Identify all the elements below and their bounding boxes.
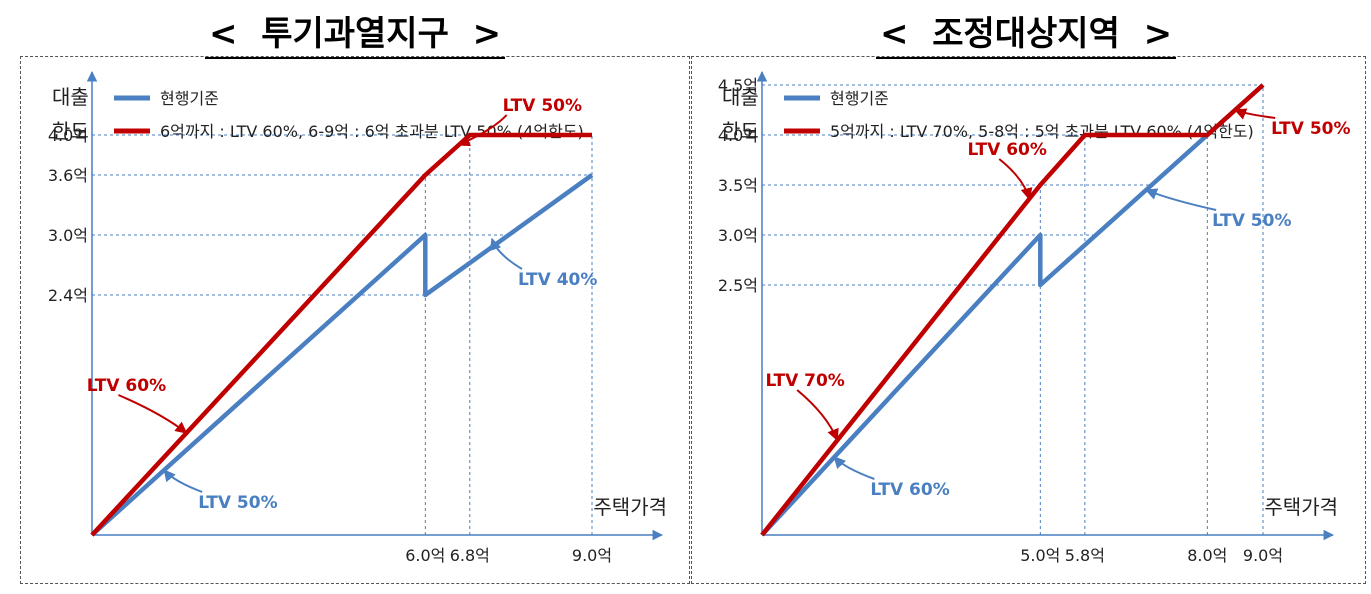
series-line-current [90, 173, 594, 537]
y-tick-label: 3.5억 [718, 176, 758, 195]
y-axis-label-line2: 한도 [52, 119, 89, 143]
annotation-arrow [833, 456, 875, 480]
chart-panel-speculation-zone [20, 56, 690, 584]
annotation-label: LTV 50% [1212, 211, 1291, 231]
annotation-arrow [118, 394, 188, 434]
y-tick-label: 3.0억 [718, 226, 758, 245]
x-tick-label: 9.0억 [1243, 546, 1283, 565]
annotation-label: LTV 50% [1271, 119, 1350, 139]
legend-label: 6억까지 : LTV 60%, 6-9억 : 6억 초과분 LTV 50% (4… [160, 122, 584, 141]
annotation-arrow [1234, 108, 1276, 120]
legend-label: 현행기준 [160, 89, 219, 108]
annotation-arrow [457, 114, 508, 147]
y-tick-label: 4.0억 [718, 126, 758, 145]
y-tick-label: 3.0억 [48, 226, 88, 245]
annotation-arrow [998, 158, 1033, 201]
annotation-label: LTV 60% [87, 376, 166, 396]
x-tick-label: 8.0억 [1187, 546, 1227, 565]
y-tick-label: 2.5억 [718, 276, 758, 295]
annotation-arrow [163, 469, 203, 493]
annotation-label: LTV 50% [503, 96, 582, 116]
annotation-label: LTV 60% [968, 140, 1047, 160]
x-tick-label: 9.0억 [572, 546, 612, 565]
series-line-current [760, 83, 1265, 537]
y-tick-label: 3.6억 [48, 166, 88, 185]
annotation-label: LTV 40% [518, 270, 597, 290]
legend-label: 5억까지 : LTV 70%, 5-8억 : 5억 초과분 LTV 60% (4… [830, 122, 1254, 141]
legend-label: 현행기준 [830, 89, 889, 108]
y-axis-label-line2: 한도 [722, 119, 759, 143]
chart-title-speculation-zone: < 투기과열지구 > [205, 6, 506, 59]
x-axis-label: 주택가격 [1264, 495, 1338, 519]
x-tick-label: 6.0억 [405, 546, 445, 565]
x-tick-label: 5.0억 [1020, 546, 1060, 565]
y-axis-label-line1: 대출 [722, 85, 759, 109]
y-axis-label-line1: 대출 [52, 85, 89, 109]
annotation-arrow [1144, 188, 1217, 211]
y-tick-label: 4.0억 [48, 126, 88, 145]
chart-panel-adjustment-zone [691, 56, 1366, 584]
series-line-new [90, 132, 592, 537]
annotation-label: LTV 60% [870, 480, 949, 500]
annotation-label: LTV 50% [198, 493, 277, 513]
annotation-arrow [796, 389, 839, 442]
annotation-label: LTV 70% [765, 371, 844, 391]
x-tick-label: 6.8억 [450, 546, 490, 565]
series-line-new [760, 83, 1265, 537]
x-axis-label: 주택가격 [593, 495, 667, 519]
chart-title-adjustment-zone: < 조정대상지역 > [876, 6, 1177, 59]
x-tick-label: 5.8억 [1065, 546, 1105, 565]
annotation-arrow [489, 237, 523, 270]
y-tick-label: 2.4억 [48, 286, 88, 305]
y-tick-label: 4.5억 [718, 76, 758, 95]
